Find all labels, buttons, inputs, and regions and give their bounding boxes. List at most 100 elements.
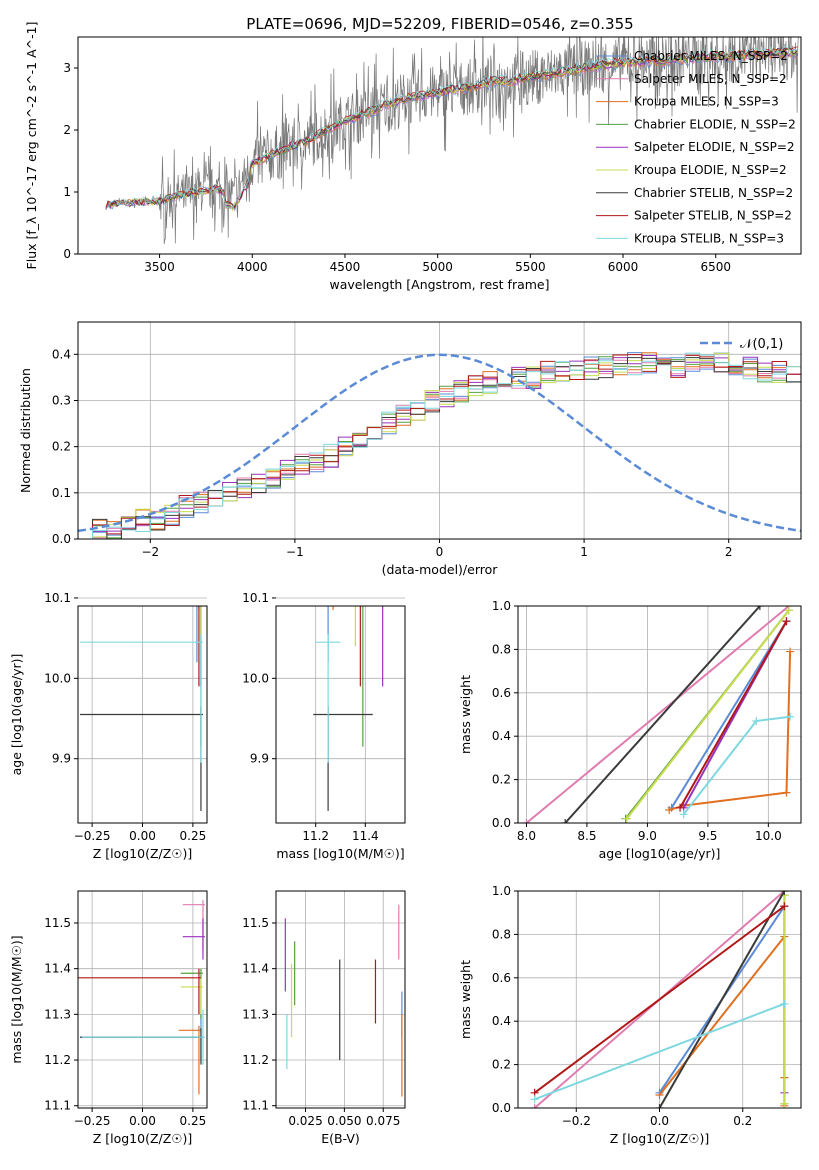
point-salpeter_miles [530, 1104, 539, 1108]
series-line-kroupa_stelib [105, 45, 798, 210]
point-kroupa_stelib [780, 999, 789, 1008]
histogram-kroupa_elodie [78, 352, 801, 539]
histogram-kroupa_stelib [78, 352, 801, 539]
legend-label-kroupa_miles: Kroupa MILES, N_SSP=3 [634, 95, 779, 109]
legend-label-chabrier_stelib: Chabrier STELIB, N_SSP=2 [634, 186, 793, 200]
x-tick-label: −0.25 [74, 829, 111, 843]
y-axis-label: Normed distribution [18, 368, 33, 493]
histogram-kroupa_miles [78, 352, 801, 539]
panel-residuals: −2 −1 0 1 2 0.0 0.1 0.2 0.3 0.4 (data-model)/error… [18, 321, 802, 577]
plot-area [78, 900, 205, 1095]
point-kroupa_stelib [786, 712, 795, 721]
y-tick-label: 9.9 [52, 752, 71, 766]
x-tick-label: 3500 [144, 260, 175, 274]
x-tick-label: 10.0 [755, 829, 782, 843]
histogram-chabrier_miles [78, 352, 801, 539]
x-tick-label: 9.0 [638, 829, 657, 843]
x-axis-label: Z [log10(Z/Z☉)] [93, 846, 193, 861]
x-tick-label: 0.2 [733, 1114, 752, 1128]
point-kroupa_elodie [784, 606, 793, 615]
point-salpeter_stelib [780, 902, 789, 911]
y-tick-label: 0.4 [492, 1014, 511, 1028]
y-tick-label: 0.4 [492, 729, 511, 743]
y-tick-label: 9.9 [250, 752, 269, 766]
y-tick-label: 0.8 [492, 642, 511, 656]
point-kroupa_stelib [530, 1095, 539, 1104]
legend-label-kroupa_stelib: Kroupa STELIB, N_SSP=3 [634, 231, 784, 245]
series-line-salpeter_stelib [534, 905, 785, 1094]
x-tick-label: 11.2 [302, 829, 329, 843]
x-tick-label: 1 [580, 545, 588, 559]
x-tick-label: 8.0 [517, 829, 536, 843]
point-chabrier_stelib [561, 819, 570, 823]
x-tick-label: 0.25 [180, 829, 207, 843]
y-tick-label: 11.3 [242, 1007, 269, 1021]
y-tick-label: 0.2 [492, 1058, 511, 1072]
x-axis-label: mass [log10(M/M☉)] [276, 846, 404, 861]
y-tick-label: 11.5 [44, 916, 71, 930]
panel-ebv-mass: 0.025 0.050 0.075 11.1 11.2 11.3 11.4 11.5 E(B-V… [242, 890, 406, 1146]
x-tick-label: 2 [725, 545, 733, 559]
y-tick-label: 11.2 [44, 1053, 71, 1067]
y-tick-label: 0.0 [52, 532, 71, 546]
y-tick-label: 0.6 [492, 686, 511, 700]
y-tick-label: 10.0 [44, 671, 71, 685]
y-axis-label: age [log10(age/yr)] [9, 654, 24, 776]
axes-frame [517, 605, 802, 824]
point-chabrier_stelib [755, 606, 764, 610]
y-tick-label: 10.1 [44, 591, 71, 605]
y-tick-label: 1.0 [492, 884, 511, 898]
normal-curve [78, 353, 801, 533]
legend-label-chabrier_elodie: Chabrier ELODIE, N_SSP=2 [634, 117, 796, 131]
panel-Z-mass: −0.25 0.00 0.25 11.1 11.2 11.3 11.4 11.5 Z [log1… [9, 890, 208, 1146]
point-salpeter_stelib [676, 803, 685, 812]
legend: Chabrier MILES, N_SSP=2 Salpeter MILES, N… [596, 49, 796, 245]
y-tick-label: 0.2 [492, 773, 511, 787]
y-tick-label: 11.1 [44, 1099, 71, 1113]
x-axis-label: (data-model)/error [382, 562, 499, 577]
y-tick-label: 2 [63, 123, 71, 137]
point-kroupa_stelib [679, 810, 688, 819]
axes-frame [275, 605, 406, 824]
point-kroupa_stelib [752, 717, 761, 726]
x-tick-label: 0 [436, 545, 444, 559]
point-kroupa_miles [786, 647, 795, 656]
x-axis-label: wavelength [Angstrom, rest frame] [329, 277, 549, 292]
x-tick-label: 0.00 [129, 829, 156, 843]
axes-frame [275, 890, 406, 1109]
y-tick-label: 11.4 [242, 962, 269, 976]
plot-area [522, 606, 795, 823]
x-axis-label: Z [log10(Z/Z☉)] [610, 1131, 710, 1146]
x-tick-label: 0.075 [366, 1114, 400, 1128]
point-kroupa_elodie [780, 1099, 789, 1108]
y-tick-label: 3 [63, 61, 71, 75]
x-tick-label: 9.5 [698, 829, 717, 843]
point-kroupa_elodie [622, 814, 631, 823]
series-line-chabrier_stelib [564, 606, 761, 823]
legend-label-salpeter_elodie: Salpeter ELODIE, N_SSP=2 [634, 140, 795, 154]
plot-area [78, 352, 801, 539]
x-tick-label: −1 [286, 545, 304, 559]
y-axis-label: mass weight [458, 675, 473, 754]
legend-label-kroupa_elodie: Kroupa ELODIE, N_SSP=2 [634, 163, 787, 177]
y-tick-label: 0.2 [52, 440, 71, 454]
y-tick-label: 1.0 [492, 599, 511, 613]
series-line-kroupa_miles [668, 651, 792, 811]
x-tick-label: 0.025 [288, 1114, 322, 1128]
y-tick-label: 0.0 [492, 1101, 511, 1115]
y-tick-label: 11.5 [242, 916, 269, 930]
x-tick-label: 0.25 [180, 1114, 207, 1128]
x-axis-label: E(B-V) [321, 1131, 360, 1146]
panel-Z-weight: −0.2 0.0 0.2 0.0 0.2 0.4 0.6 0.8 1.0 Z [log10(Z/Z… [458, 884, 802, 1146]
x-tick-label: 6500 [700, 260, 731, 274]
y-tick-label: 11.1 [242, 1099, 269, 1113]
x-tick-label: −2 [141, 545, 159, 559]
point-chabrier_stelib [780, 891, 789, 895]
x-tick-label: 8.5 [577, 829, 596, 843]
panel-spectrum: 3500 4000 4500 5000 5500 6000 6500 0 1 2 3 waveleng… [24, 22, 802, 292]
y-tick-label: 0.3 [52, 393, 71, 407]
axes-frame [77, 36, 802, 255]
y-tick-label: 10.1 [242, 591, 269, 605]
plot-area [284, 904, 403, 1097]
legend-label-chabrier_miles: Chabrier MILES, N_SSP=2 [634, 49, 788, 63]
